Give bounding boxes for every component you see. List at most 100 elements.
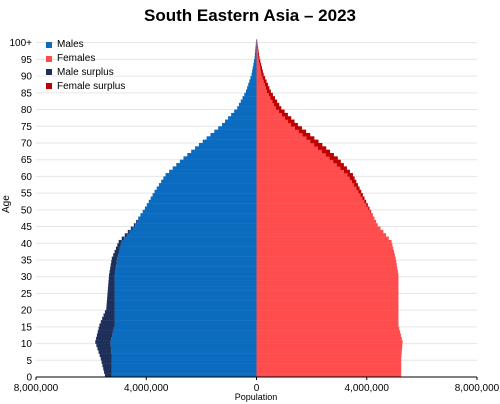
bar-female-surplus [298,129,307,134]
bar-female [256,173,348,177]
bar-male-surplus [107,296,115,301]
y-tick-label: 100+ [9,38,32,49]
bar-male [254,52,257,57]
bar-male [114,300,257,304]
bar-female [256,62,260,67]
legend-item-male-surplus: Male surplus [46,66,125,80]
bar-male-surplus [109,270,116,274]
bar-female-surplus [354,183,358,187]
y-tick-label: 10 [21,339,33,350]
y-tick-label: 75 [21,122,33,133]
bar-male-surplus [113,253,119,257]
bar-male [179,159,257,164]
bar-female-surplus [306,136,315,140]
bar-male-surplus [108,280,115,284]
bar-male-surplus [106,303,115,307]
bar-male [252,69,257,73]
bar-female-surplus [358,189,362,194]
bar-female-surplus [317,146,327,150]
bar-female [256,353,402,358]
bar-female [256,219,377,224]
bar-male [114,320,257,324]
bar-male-surplus [100,356,112,361]
bar-female [256,363,402,368]
bar-male-surplus [107,286,115,291]
bar-female [256,92,269,97]
y-tick-label: 80 [21,105,33,116]
bar-male [132,226,257,231]
bar-male [114,303,257,307]
bar-male [142,209,257,214]
bar-male [252,66,257,70]
bar-male-surplus [103,366,112,371]
bar-female [256,56,259,60]
bar-female-surplus [260,66,263,70]
bar-female [256,216,375,221]
bar-male [114,283,257,287]
bar-female [256,259,397,264]
chart-title: South Eastern Asia – 2023 [144,6,356,25]
legend-label-females: Females [57,53,96,65]
bar-male [210,132,257,137]
bar-male [156,186,257,190]
bar-male [206,136,257,140]
bar-male [176,163,257,167]
x-tick-label: 4,000,000 [124,383,169,394]
bar-male [111,373,257,378]
bar-female [256,283,399,287]
bar-female [256,142,315,147]
x-tick-label: 8,000,000 [14,383,59,394]
bar-male-surplus [103,313,115,318]
y-tick-label: 15 [21,322,33,333]
bar-male-surplus [95,340,111,344]
bar-male-surplus [110,263,117,267]
bar-male-surplus [99,353,112,358]
bar-male [202,139,257,144]
bar-female [256,306,399,311]
bar-female [256,163,337,167]
bar-female-surplus [362,196,365,201]
bar-female [256,293,399,297]
bar-female [256,96,271,100]
bar-female [256,270,398,274]
bar-male [114,313,257,318]
bar-female [256,236,389,241]
bar-female-surplus [351,179,357,184]
bar-male-surplus [111,256,118,261]
bar-female [256,126,295,130]
legend-swatch-male-surplus [46,69,52,76]
bar-male-surplus [104,310,115,314]
bar-female [256,249,395,254]
bar-female [256,343,403,348]
bar-male [198,142,257,147]
bar-female [256,326,400,331]
bar-male [116,259,257,264]
bar-female [256,246,394,251]
bar-female [256,213,373,217]
bar-male [114,296,257,301]
bar-female [256,159,334,164]
bar-female [256,276,399,281]
bar-female-surplus [347,173,353,177]
bar-female-surplus [270,96,276,100]
bar-male [114,293,257,297]
bar-female [256,89,267,94]
bar-male [117,256,257,261]
bar-female [256,146,318,150]
bar-female-surplus [260,69,263,73]
y-tick-label: 90 [21,72,33,83]
legend-swatch-males [46,41,52,48]
bar-female-surplus [259,59,261,63]
y-tick-label: 0 [26,373,32,384]
x-tick-label: 8,000,000 [455,383,500,394]
bar-female [256,109,279,114]
bar-female [256,179,352,184]
bar-female [256,370,402,374]
bar-male [253,59,257,63]
bar-female-surplus [343,169,350,174]
bar-male [111,363,257,368]
y-tick-label: 65 [21,155,33,166]
bar-male [255,42,257,47]
bar-male-surplus [109,273,115,277]
